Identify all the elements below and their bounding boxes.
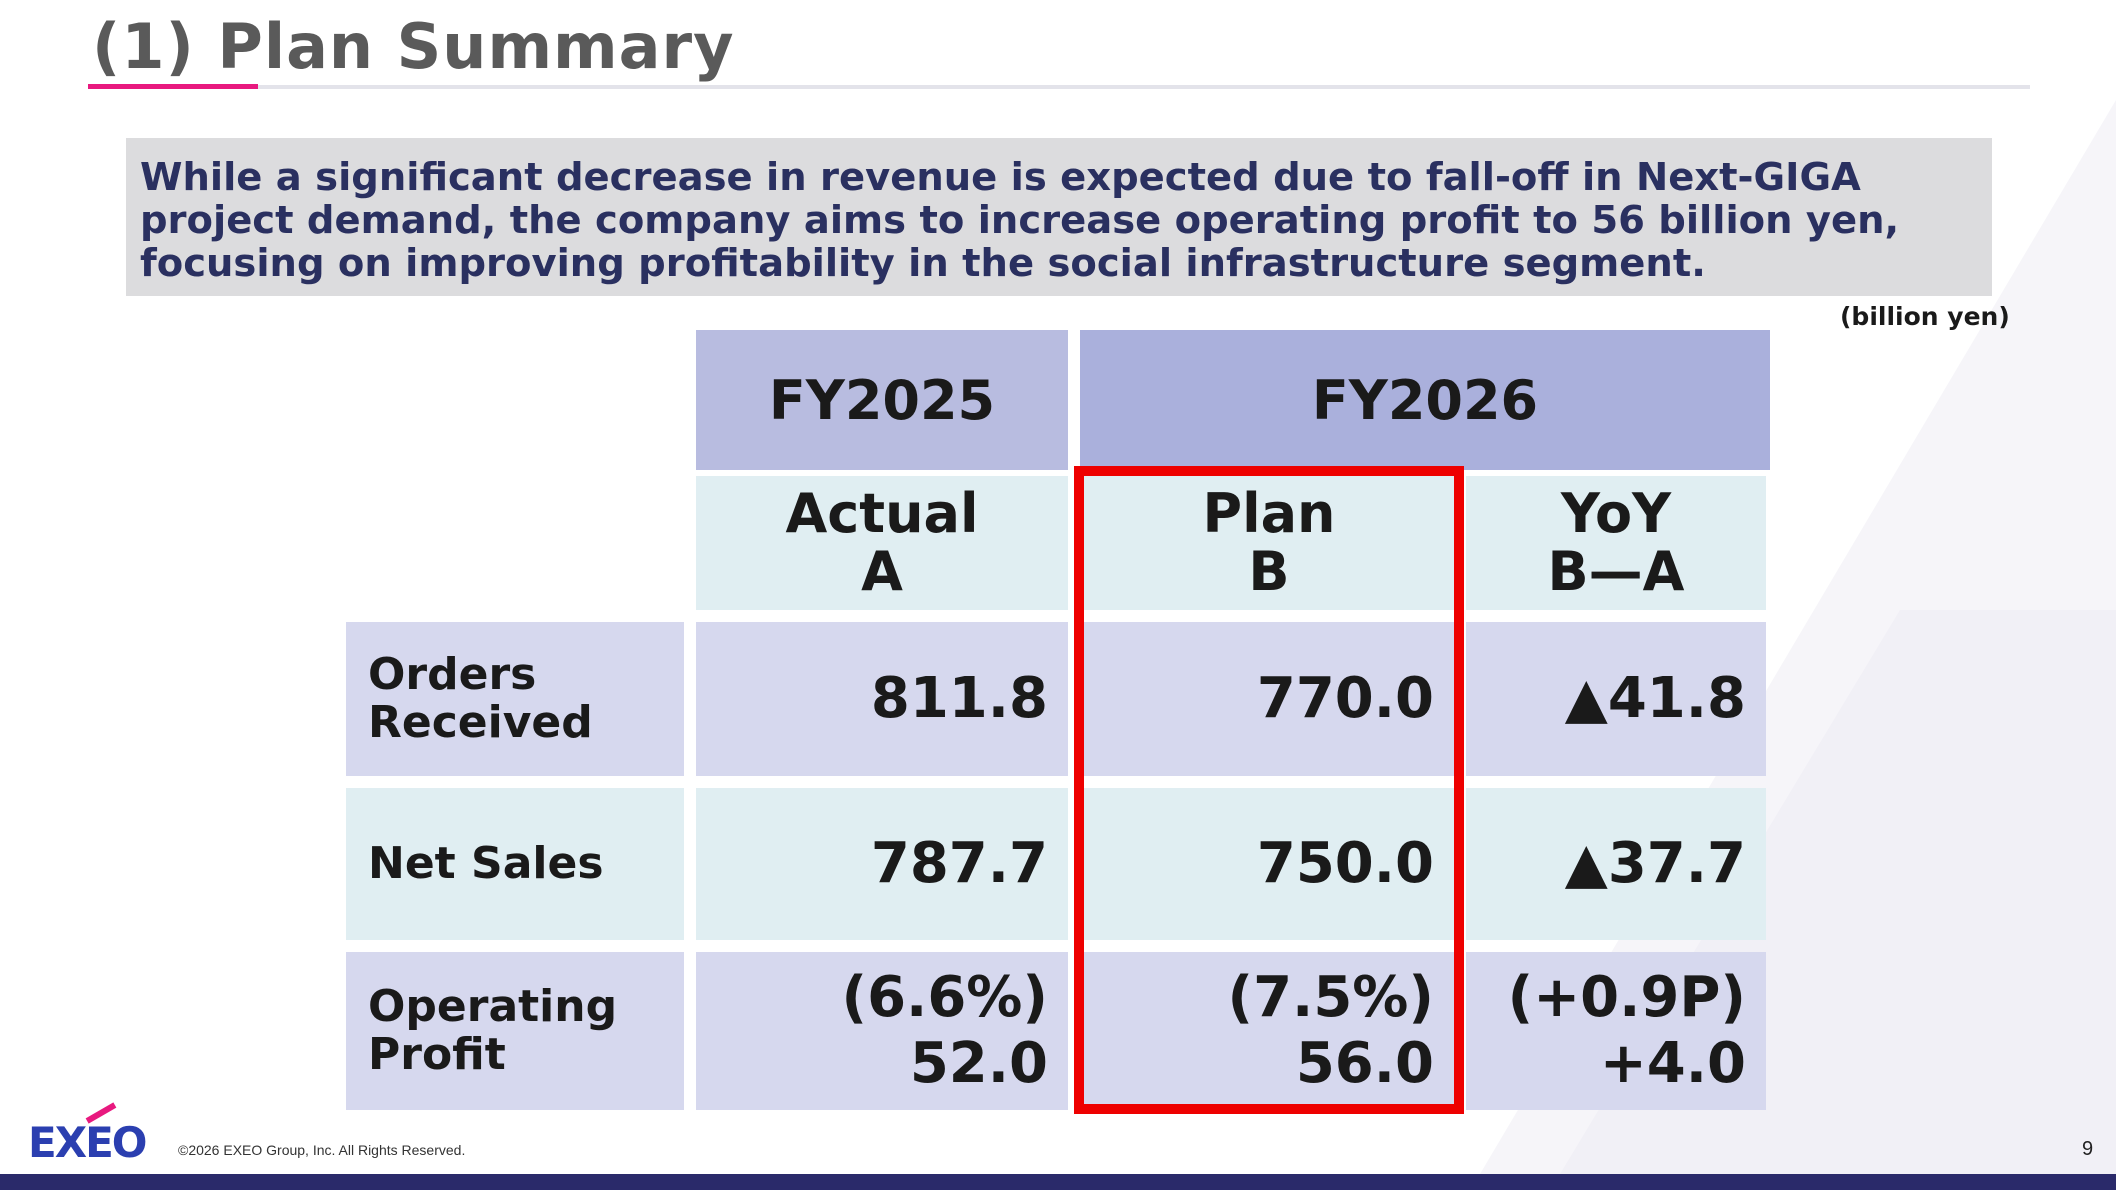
value: +4.0 [1599,1031,1746,1096]
header-fy2026: FY2026 [1080,330,1770,470]
subheader-plan: Plan B [1084,476,1454,610]
header-fy2026-label: FY2026 [1311,368,1539,432]
margin: (+0.9P) [1507,965,1746,1030]
subheader-actual-line2: A [861,540,903,603]
exeo-logo: EXEO [28,1118,147,1167]
cell-sales-actual: 787.7 [696,788,1068,940]
title-accent-bar [88,84,258,89]
value: 750.0 [1256,831,1434,896]
cell-orders-actual: 811.8 [696,622,1068,776]
footer-bar [0,1174,2116,1190]
cell-orders-yoy: ▲41.8 [1466,622,1766,776]
value: 52.0 [909,1031,1048,1096]
value: 811.8 [870,666,1048,731]
header-fy2025: FY2025 [696,330,1068,470]
margin: (6.6%) [841,965,1049,1030]
margin: (7.5%) [1227,965,1435,1030]
row-label-line1: Operating [368,981,618,1032]
row-label-orders-received: Orders Received [346,622,684,776]
title-underline [88,85,2030,89]
cell-orders-plan: 770.0 [1084,622,1454,776]
header-fy2025-label: FY2025 [768,368,996,432]
row-label: Net Sales [368,838,604,889]
unit-label: (billion yen) [1840,302,2010,331]
value: 56.0 [1295,1031,1434,1096]
page-title: (1) Plan Summary [92,10,735,83]
row-label-line2: Received [368,697,593,748]
row-label-net-sales: Net Sales [346,788,684,940]
cell-profit-yoy: (+0.9P) +4.0 [1466,952,1766,1110]
row-label-line2: Profit [368,1029,506,1080]
subheader-plan-line1: Plan [1202,482,1336,545]
value: 787.7 [870,831,1048,896]
copyright-text: ©2026 EXEO Group, Inc. All Rights Reserv… [178,1142,466,1158]
cell-sales-plan: 750.0 [1084,788,1454,940]
summary-box: While a significant decrease in revenue … [126,138,1992,296]
cell-profit-actual: (6.6%) 52.0 [696,952,1068,1110]
subheader-plan-line2: B [1248,540,1290,603]
value: 770.0 [1256,666,1434,731]
cell-sales-yoy: ▲37.7 [1466,788,1766,940]
subheader-actual-line1: Actual [785,482,979,545]
cell-profit-plan: (7.5%) 56.0 [1084,952,1454,1110]
value: ▲37.7 [1564,831,1746,896]
summary-text: While a significant decrease in revenue … [140,155,1900,286]
subheader-yoy: YoY B—A [1466,476,1766,610]
row-label-operating-profit: Operating Profit [346,952,684,1110]
subheader-yoy-line2: B—A [1547,540,1685,603]
subheader-yoy-line1: YoY [1560,482,1672,545]
subheader-actual: Actual A [696,476,1068,610]
page-number: 9 [2082,1138,2094,1160]
value: ▲41.8 [1564,666,1746,731]
row-label-line1: Orders [368,649,537,700]
